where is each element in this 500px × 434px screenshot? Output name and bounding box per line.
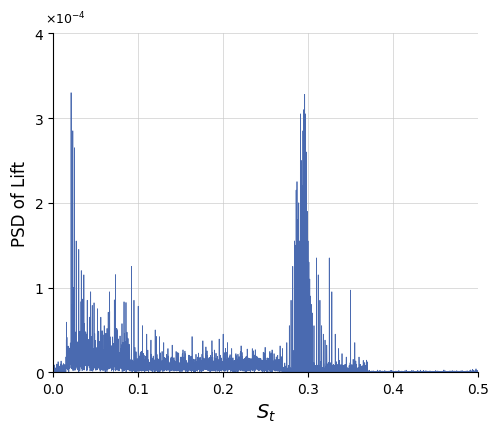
Text: $\times10^{-4}$: $\times10^{-4}$	[45, 11, 86, 28]
X-axis label: $S_t$: $S_t$	[256, 401, 276, 423]
Y-axis label: PSD of Lift: PSD of Lift	[11, 161, 29, 246]
